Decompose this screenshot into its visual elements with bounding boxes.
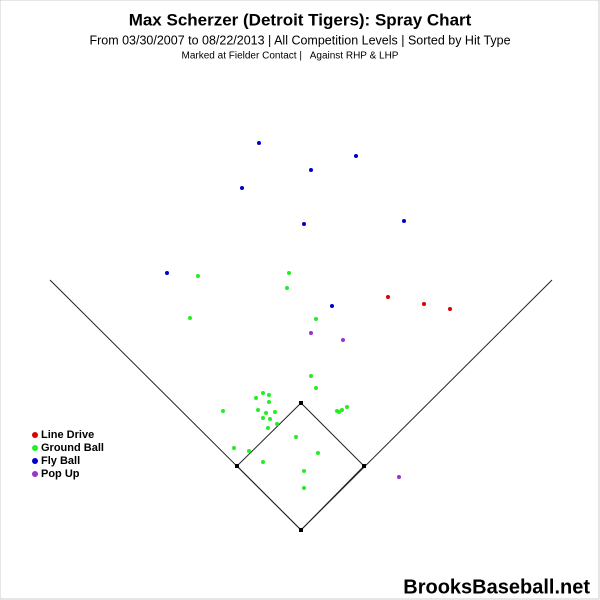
hit-point xyxy=(302,222,306,226)
legend-swatch xyxy=(32,445,38,451)
hit-point xyxy=(314,386,318,390)
hit-point xyxy=(273,410,277,414)
chart-note: Marked at Fielder Contact | Against RHP … xyxy=(182,51,399,62)
home-plate xyxy=(299,528,303,532)
hit-point xyxy=(287,271,291,275)
hit-point xyxy=(316,451,320,455)
hit-point xyxy=(221,409,225,413)
hit-point xyxy=(448,307,452,311)
hit-point xyxy=(275,422,279,426)
hit-point xyxy=(309,168,313,172)
legend-label: Line Drive xyxy=(41,429,94,441)
hit-point xyxy=(261,460,265,464)
hit-point xyxy=(302,486,306,490)
hit-point xyxy=(240,186,244,190)
hit-point xyxy=(264,411,268,415)
hit-point xyxy=(188,316,192,320)
hit-point xyxy=(345,405,349,409)
hit-point xyxy=(254,396,258,400)
legend-label: Fly Ball xyxy=(41,455,80,467)
hit-point xyxy=(267,400,271,404)
hit-point xyxy=(314,317,318,321)
hit-point xyxy=(397,475,401,479)
hit-point xyxy=(165,271,169,275)
hit-point xyxy=(261,391,265,395)
bases xyxy=(235,401,366,532)
foul-line xyxy=(300,279,553,531)
legend-label: Pop Up xyxy=(41,468,80,480)
legend-swatch xyxy=(32,432,38,438)
second-base xyxy=(299,401,303,405)
watermark: BrooksBaseball.net xyxy=(403,576,590,598)
hit-point xyxy=(196,274,200,278)
hit-point xyxy=(256,408,260,412)
first-base xyxy=(362,464,366,468)
hit-point xyxy=(247,449,251,453)
hit-point xyxy=(232,446,236,450)
legend-swatch xyxy=(32,458,38,464)
hit-point xyxy=(266,426,270,430)
hit-point xyxy=(302,469,306,473)
hit-point xyxy=(267,393,271,397)
hit-point xyxy=(340,408,344,412)
hit-point xyxy=(422,302,426,306)
legend-label: Ground Ball xyxy=(41,442,104,454)
third-base xyxy=(235,464,239,468)
chart-title: Max Scherzer (Detroit Tigers): Spray Cha… xyxy=(129,10,472,29)
hit-point xyxy=(354,154,358,158)
hit-point xyxy=(330,304,334,308)
hit-point xyxy=(309,331,313,335)
hit-point xyxy=(268,417,272,421)
chart-subtitle: From 03/30/2007 to 08/22/2013 | All Comp… xyxy=(89,33,510,47)
legend-swatch xyxy=(32,471,38,477)
hit-point xyxy=(386,295,390,299)
hit-point xyxy=(294,435,298,439)
hit-point xyxy=(285,286,289,290)
hit-point xyxy=(337,410,341,414)
hit-point xyxy=(402,219,406,223)
hit-point xyxy=(341,338,345,342)
hit-point xyxy=(257,141,261,145)
hit-point xyxy=(261,416,265,420)
hit-point xyxy=(309,374,313,378)
